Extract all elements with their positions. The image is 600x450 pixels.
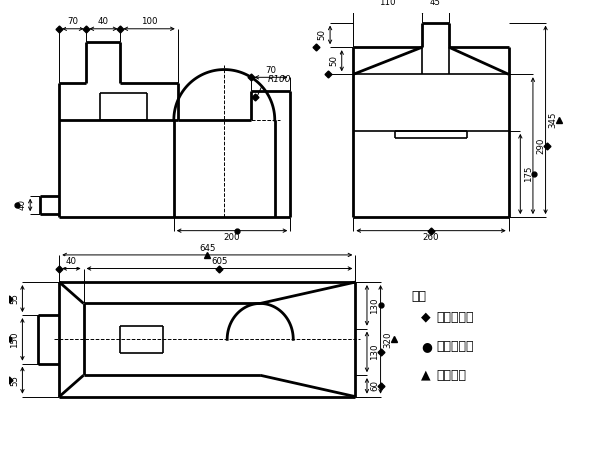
Text: 40: 40 [18, 199, 27, 211]
Text: 150: 150 [10, 331, 19, 347]
Text: 130: 130 [370, 297, 379, 314]
Text: 200: 200 [224, 233, 241, 242]
Text: 55: 55 [10, 293, 19, 304]
Text: 为定形尺寸: 为定形尺寸 [437, 310, 475, 324]
Text: 130: 130 [370, 344, 379, 360]
Text: 290: 290 [536, 138, 545, 154]
Text: 注：: 注： [412, 290, 427, 303]
Text: 为定位尺寸: 为定位尺寸 [437, 340, 475, 353]
Text: 100: 100 [141, 18, 157, 27]
Text: 110: 110 [379, 0, 396, 7]
Text: R100: R100 [268, 75, 291, 84]
Text: ●: ● [421, 340, 432, 353]
Text: 为总尺寸: 为总尺寸 [437, 369, 467, 382]
Text: 345: 345 [549, 112, 558, 128]
Text: 260: 260 [423, 233, 439, 242]
Text: 40: 40 [98, 18, 109, 27]
Text: 70: 70 [67, 18, 79, 27]
Text: 175: 175 [524, 166, 533, 182]
Text: ▲: ▲ [421, 369, 431, 382]
Text: 60: 60 [370, 380, 379, 392]
Text: 50: 50 [318, 29, 327, 40]
Text: 320: 320 [384, 331, 393, 347]
Text: 50: 50 [329, 55, 338, 66]
Text: 605: 605 [211, 257, 227, 266]
Text: 45: 45 [430, 0, 441, 7]
Text: 55: 55 [10, 374, 19, 386]
Text: ◆: ◆ [421, 310, 431, 324]
Text: 40: 40 [66, 257, 77, 266]
Text: 645: 645 [199, 243, 215, 252]
Text: 70: 70 [265, 66, 277, 75]
